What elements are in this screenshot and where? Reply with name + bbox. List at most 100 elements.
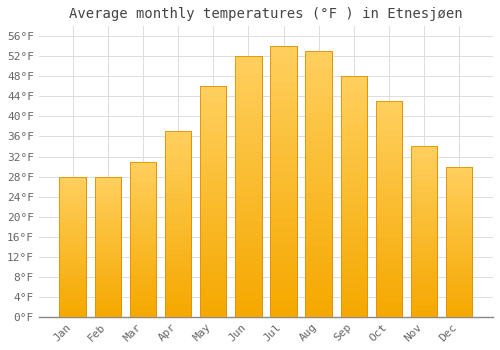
Bar: [235, 273, 262, 282]
Bar: [130, 234, 156, 239]
Bar: [270, 272, 296, 281]
Bar: [235, 282, 262, 291]
Bar: [340, 84, 367, 92]
Bar: [94, 312, 121, 317]
Bar: [94, 247, 121, 251]
Bar: [130, 167, 156, 172]
Bar: [376, 302, 402, 310]
Bar: [200, 202, 226, 209]
Bar: [200, 171, 226, 178]
Bar: [60, 256, 86, 261]
Bar: [340, 245, 367, 253]
Bar: [200, 148, 226, 155]
Bar: [306, 175, 332, 184]
Bar: [411, 294, 438, 300]
Bar: [94, 176, 121, 317]
Bar: [306, 273, 332, 281]
Bar: [200, 110, 226, 117]
Bar: [446, 252, 472, 257]
Bar: [446, 272, 472, 277]
Bar: [130, 224, 156, 229]
Bar: [130, 312, 156, 317]
Bar: [235, 239, 262, 247]
Bar: [376, 195, 402, 202]
Bar: [340, 76, 367, 84]
Bar: [270, 64, 296, 74]
Bar: [376, 281, 402, 288]
Bar: [376, 202, 402, 209]
Bar: [270, 245, 296, 254]
Bar: [130, 203, 156, 208]
Bar: [306, 299, 332, 308]
Bar: [411, 198, 438, 203]
Bar: [340, 309, 367, 317]
Bar: [200, 256, 226, 263]
Bar: [60, 209, 86, 214]
Bar: [376, 238, 402, 245]
Bar: [340, 253, 367, 261]
Bar: [200, 225, 226, 232]
Bar: [235, 221, 262, 230]
Bar: [446, 277, 472, 282]
Bar: [270, 281, 296, 290]
Bar: [235, 65, 262, 74]
Bar: [376, 102, 402, 317]
Bar: [94, 251, 121, 256]
Bar: [60, 228, 86, 233]
Bar: [340, 237, 367, 245]
Bar: [94, 298, 121, 303]
Bar: [306, 51, 332, 317]
Bar: [446, 217, 472, 222]
Bar: [130, 229, 156, 234]
Bar: [94, 293, 121, 298]
Bar: [270, 154, 296, 163]
Bar: [94, 284, 121, 289]
Bar: [306, 308, 332, 317]
Title: Average monthly temperatures (°F ) in Etnesjøen: Average monthly temperatures (°F ) in Et…: [69, 7, 462, 21]
Bar: [235, 117, 262, 126]
Bar: [165, 132, 191, 138]
Bar: [130, 161, 156, 317]
Bar: [60, 270, 86, 275]
Bar: [411, 288, 438, 294]
Bar: [376, 310, 402, 317]
Bar: [411, 300, 438, 306]
Bar: [270, 91, 296, 100]
Bar: [94, 270, 121, 275]
Bar: [235, 169, 262, 178]
Bar: [165, 255, 191, 261]
Bar: [376, 123, 402, 130]
Bar: [235, 212, 262, 221]
Bar: [200, 294, 226, 301]
Bar: [306, 255, 332, 264]
Bar: [376, 245, 402, 252]
Bar: [165, 162, 191, 169]
Bar: [446, 257, 472, 262]
Bar: [306, 246, 332, 255]
Bar: [270, 110, 296, 118]
Bar: [200, 271, 226, 278]
Bar: [270, 227, 296, 236]
Bar: [130, 239, 156, 244]
Bar: [446, 262, 472, 267]
Bar: [130, 218, 156, 224]
Bar: [200, 209, 226, 217]
Bar: [94, 233, 121, 237]
Bar: [376, 159, 402, 166]
Bar: [200, 163, 226, 171]
Bar: [340, 229, 367, 237]
Bar: [165, 150, 191, 156]
Bar: [411, 306, 438, 311]
Bar: [235, 204, 262, 212]
Bar: [60, 176, 86, 181]
Bar: [411, 203, 438, 209]
Bar: [200, 155, 226, 163]
Bar: [94, 181, 121, 186]
Bar: [165, 311, 191, 317]
Bar: [130, 296, 156, 301]
Bar: [270, 218, 296, 227]
Bar: [340, 293, 367, 301]
Bar: [200, 263, 226, 271]
Bar: [270, 46, 296, 317]
Bar: [411, 237, 438, 243]
